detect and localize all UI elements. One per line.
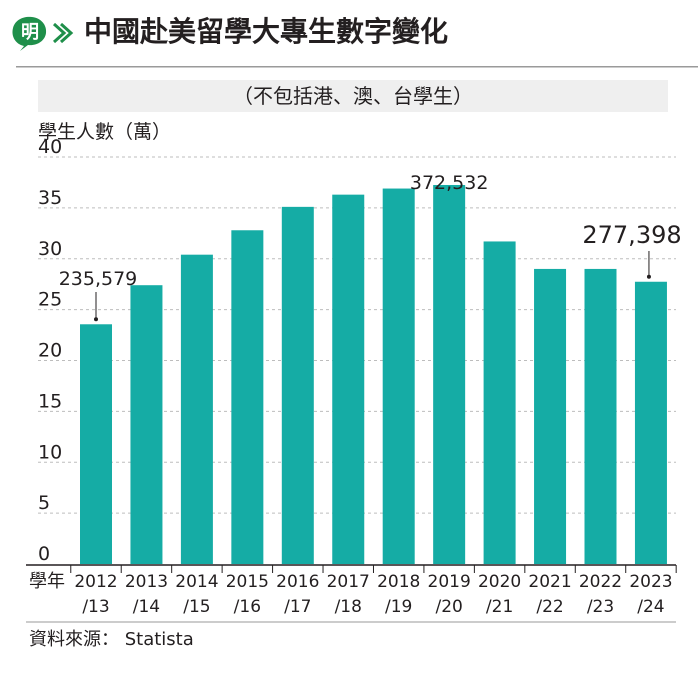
bar bbox=[80, 324, 112, 564]
x-tick-label-suffix: /17 bbox=[284, 597, 311, 617]
logo-badge-icon bbox=[12, 16, 47, 51]
x-tick-label-suffix: /23 bbox=[587, 597, 614, 617]
chart-subtitle: （不包括港、澳、台學生） bbox=[233, 84, 473, 108]
source-note: 資料來源： Statista bbox=[29, 629, 194, 650]
x-tick-label-suffix: /18 bbox=[335, 597, 362, 617]
x-tick-label-suffix: /15 bbox=[183, 597, 210, 617]
x-axis-label: 學年 bbox=[29, 571, 65, 592]
y-tick-label: 0 bbox=[38, 543, 50, 565]
y-tick-label: 20 bbox=[38, 340, 62, 362]
x-tick-label-year: 2014 bbox=[175, 572, 218, 592]
x-tick-label-year: 2017 bbox=[327, 572, 370, 592]
y-tick-label: 30 bbox=[38, 238, 62, 260]
x-tick-label-year: 2015 bbox=[226, 572, 269, 592]
chevron-right-icon bbox=[52, 22, 74, 44]
bar bbox=[332, 194, 365, 564]
data-label: 277,398 bbox=[582, 221, 681, 249]
data-label: 372,532 bbox=[410, 172, 489, 194]
x-tick-label-year: 2022 bbox=[579, 572, 622, 592]
x-tick-label-suffix: /21 bbox=[486, 597, 513, 617]
logo-character: 明 bbox=[21, 22, 39, 43]
x-tick-label-suffix: /22 bbox=[536, 597, 563, 617]
x-tick-label-year: 2020 bbox=[478, 572, 521, 592]
y-axis-label: 學生人數（萬） bbox=[38, 121, 171, 143]
bar bbox=[634, 281, 667, 564]
bar bbox=[483, 241, 516, 564]
bar bbox=[130, 285, 163, 564]
x-tick-label-suffix: /14 bbox=[133, 597, 160, 617]
x-tick-label-year: 2021 bbox=[528, 572, 571, 592]
y-tick-label: 10 bbox=[38, 441, 62, 463]
x-tick-label-suffix: /13 bbox=[82, 597, 109, 617]
y-tick-label: 35 bbox=[38, 187, 62, 209]
x-tick-label-year: 2012 bbox=[74, 572, 117, 592]
x-tick-label-suffix: /20 bbox=[435, 597, 462, 617]
annotation-dot bbox=[646, 274, 651, 279]
x-tick-label-year: 2016 bbox=[276, 572, 319, 592]
x-tick-label-suffix: /16 bbox=[234, 597, 261, 617]
header-rule bbox=[16, 66, 698, 68]
annotation-dot bbox=[94, 317, 98, 322]
bar bbox=[433, 184, 466, 564]
subtitle-band bbox=[38, 80, 668, 112]
bar bbox=[584, 268, 617, 564]
x-tick-label-year: 2023 bbox=[629, 572, 672, 592]
bar bbox=[534, 268, 567, 564]
x-tick-label-year: 2019 bbox=[428, 572, 471, 592]
y-tick-label: 15 bbox=[38, 390, 62, 412]
chart-title: 中國赴美留學大專生數字變化 bbox=[84, 15, 448, 48]
y-tick-label: 40 bbox=[38, 136, 62, 158]
y-tick-label: 25 bbox=[38, 289, 62, 311]
bar bbox=[281, 206, 314, 565]
x-tick-label-suffix: /19 bbox=[385, 597, 412, 617]
data-label: 235,579 bbox=[59, 268, 138, 290]
y-tick-label: 5 bbox=[38, 492, 50, 514]
x-tick-label-year: 2013 bbox=[125, 572, 168, 592]
x-tick-label-suffix: /24 bbox=[637, 597, 664, 617]
bar bbox=[382, 188, 415, 565]
bar bbox=[231, 230, 264, 564]
x-tick-label-year: 2018 bbox=[377, 572, 420, 592]
bar bbox=[180, 254, 213, 564]
